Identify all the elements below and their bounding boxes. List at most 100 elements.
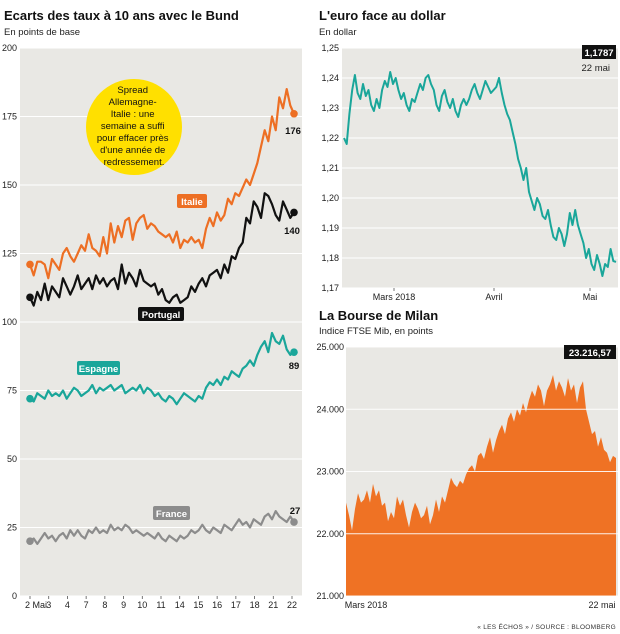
y-tick-label: 1,24	[321, 73, 339, 83]
eurusd-last-date: 22 mai	[581, 63, 610, 74]
x-tick-label: 3	[46, 600, 51, 610]
series-start-dot	[26, 293, 34, 302]
y-tick-label: 1,17	[321, 283, 339, 293]
eurusd-y-ticks: 1,17 1,18 1,19 1,20 1,21 1,22 1,23 1,24 1,25	[321, 43, 339, 293]
series-start-dot	[26, 260, 34, 269]
spread-note-text: Spread Allemagne- Italie : une semaine a…	[97, 85, 171, 168]
y-tick-label: 1,19	[321, 223, 339, 233]
x-tick-label: 11	[156, 600, 165, 610]
portugal-last-value: 140	[284, 226, 300, 237]
y-tick-label: 1,22	[321, 133, 339, 143]
x-tick-label: 7	[84, 600, 89, 610]
series-label-italie: Italie	[177, 194, 207, 208]
spread-note-line: Spread	[117, 85, 148, 96]
x-tick-label: Mai	[583, 292, 598, 302]
series-label-espagne: Espagne	[77, 361, 120, 375]
series-end-dot	[290, 518, 298, 526]
series-line-portugal	[28, 192, 295, 307]
series-line-italie	[28, 87, 296, 280]
series-start-dot	[26, 537, 34, 545]
spread-note-line: Italie : une	[111, 109, 155, 120]
series-label-portugal: Portugal	[138, 307, 184, 321]
ftse-title: La Bourse de Milan	[319, 308, 438, 323]
eurusd-x-ticks: Mars 2018 Avril Mai	[373, 288, 598, 302]
spread-note-line: semaine a suffi	[101, 121, 165, 132]
x-tick-label: 21	[268, 600, 278, 610]
series-label-italie-text: Italie	[181, 197, 203, 208]
series-label-portugal-text: Portugal	[142, 310, 181, 321]
series-start-dot	[26, 394, 34, 403]
y-tick-label: 50	[7, 454, 17, 464]
spreads-x-ticks: 2 Mai 3 4 7 8 9 10 11 14 15 16 17 18 21 22	[25, 596, 297, 610]
x-tick-label: 18	[250, 600, 260, 610]
x-tick-label: 17	[231, 600, 241, 610]
espagne-last-value: 89	[289, 361, 300, 372]
spread-note: Spread Allemagne- Italie : une semaine a…	[86, 79, 182, 175]
series-line-espagne	[29, 331, 295, 406]
y-tick-label: 1,18	[321, 253, 339, 263]
x-tick-label: 10	[137, 600, 147, 610]
y-tick-label: 24.000	[316, 404, 344, 414]
spreads-gridlines	[20, 47, 302, 597]
eurusd-line	[343, 71, 617, 277]
x-tick-label: 15	[193, 600, 203, 610]
y-tick-label: 23.000	[316, 467, 344, 477]
y-tick-label: 150	[2, 180, 17, 190]
spread-note-line: Allemagne-	[109, 97, 157, 108]
x-tick-label: Mars 2018	[373, 292, 416, 302]
ftse-area	[346, 375, 616, 596]
y-tick-label: 175	[2, 112, 17, 122]
ftse-last-value-badge: 23.216,57	[564, 345, 616, 359]
eurusd-subtitle: En dollar	[319, 27, 357, 38]
spreads-title: Ecarts des taux à 10 ans avec le Bund	[4, 8, 239, 23]
x-tick-label: 9	[121, 600, 126, 610]
x-tick-label: 14	[175, 600, 185, 610]
y-tick-label: 21.000	[316, 591, 344, 601]
spread-note-bubble	[86, 79, 182, 175]
eurusd-gridlines	[342, 47, 618, 289]
ftse-x-ticks: Mars 2018 22 mai	[345, 600, 616, 610]
x-tick-label: Mars 2018	[345, 600, 388, 610]
y-tick-label: 100	[2, 317, 17, 327]
spreads-lines	[26, 87, 298, 546]
series-line-france	[29, 510, 295, 546]
eurusd-last-value: 1,1787	[584, 48, 613, 59]
y-tick-label: 0	[12, 591, 17, 601]
x-tick-label: 22	[287, 600, 297, 610]
y-tick-label: 25.000	[316, 342, 344, 352]
x-tick-label: 8	[102, 600, 107, 610]
series-label-france-text: France	[156, 509, 187, 520]
y-tick-label: 25	[7, 523, 17, 533]
source-credit: « LES ÉCHOS » / SOURCE : BLOOMBERG	[477, 622, 616, 631]
spread-note-line: pour effacer près	[97, 133, 169, 144]
spread-note-line: redressement.	[104, 157, 165, 168]
y-tick-label: 22.000	[316, 529, 344, 539]
series-end-dot	[290, 348, 298, 356]
france-last-value: 27	[290, 506, 301, 517]
eurusd-title: L'euro face au dollar	[319, 8, 446, 23]
x-tick-label: 2 Mai	[25, 600, 47, 610]
y-tick-label: 1,25	[321, 43, 339, 53]
x-tick-label: 4	[65, 600, 70, 610]
eurusd-series-line	[343, 71, 617, 277]
spread-note-line: d'une année de	[100, 145, 165, 156]
x-tick-label: 22 mai	[588, 600, 615, 610]
y-tick-label: 1,20	[321, 193, 339, 203]
y-tick-label: 75	[7, 386, 17, 396]
series-end-dot	[290, 208, 298, 217]
series-label-france: France	[153, 506, 190, 520]
eurusd-last-value-badge: 1,1787	[582, 45, 616, 59]
x-tick-label: 16	[212, 600, 222, 610]
ftse-area-fill	[346, 375, 616, 596]
y-tick-label: 200	[2, 43, 17, 53]
spreads-subtitle: En points de base	[4, 27, 80, 38]
y-tick-label: 125	[2, 249, 17, 259]
x-tick-label: Avril	[485, 292, 502, 302]
series-end-dot	[290, 109, 298, 118]
ftse-subtitle: Indice FTSE Mib, en points	[319, 326, 433, 337]
y-tick-label: 1,23	[321, 103, 339, 113]
ftse-y-ticks: 21.000 22.000 23.000 24.000 25.000	[316, 342, 344, 601]
series-label-espagne-text: Espagne	[79, 364, 119, 375]
spreads-y-ticks: 0 25 50 75 100 125 150 175 200	[2, 43, 17, 601]
